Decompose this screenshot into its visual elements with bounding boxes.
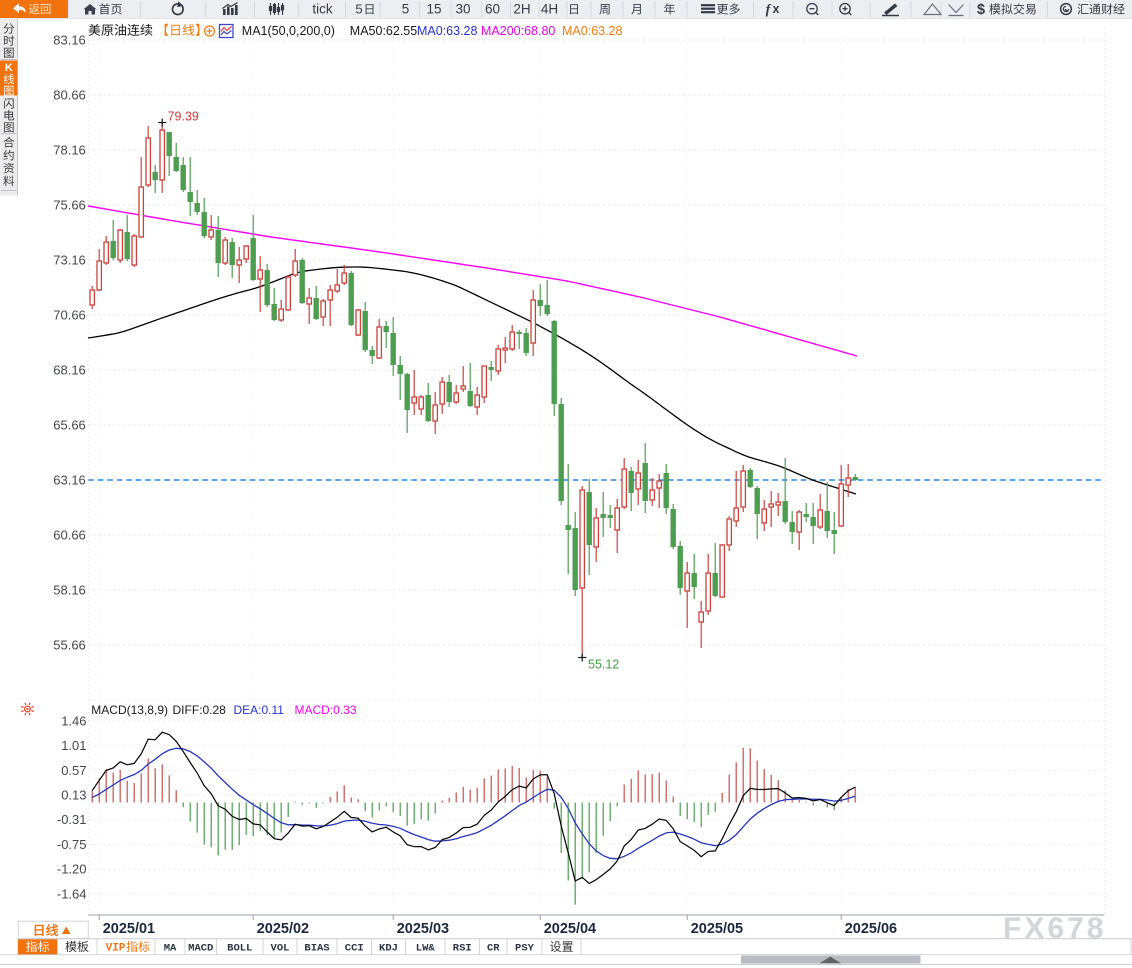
svg-text:BOLL: BOLL — [227, 943, 252, 955]
svg-text:tick: tick — [312, 2, 333, 17]
svg-text:MA0:63.28: MA0:63.28 — [562, 24, 623, 38]
svg-text:VOL: VOL — [271, 943, 290, 955]
svg-text:15: 15 — [426, 2, 441, 17]
svg-text:30: 30 — [455, 2, 470, 17]
svg-text:x: x — [773, 2, 780, 16]
svg-text:MA: MA — [164, 943, 177, 955]
svg-text:CR: CR — [487, 943, 500, 955]
svg-text:60.66: 60.66 — [53, 527, 86, 542]
svg-text:-0.75: -0.75 — [57, 837, 87, 852]
svg-text:MACD: MACD — [188, 943, 213, 955]
svg-text:VIP: VIP — [106, 943, 126, 955]
svg-text:K: K — [5, 62, 13, 74]
svg-text:RSI: RSI — [453, 943, 472, 955]
svg-text:2025/06: 2025/06 — [845, 921, 897, 937]
svg-text:2025/04: 2025/04 — [544, 921, 596, 937]
svg-text:-1.64: -1.64 — [57, 886, 87, 901]
svg-text:80.66: 80.66 — [53, 87, 86, 102]
svg-text:LW&: LW& — [416, 943, 436, 955]
svg-text:63.16: 63.16 — [53, 472, 86, 487]
svg-text:60: 60 — [485, 2, 500, 17]
svg-text:78.16: 78.16 — [53, 142, 86, 157]
svg-text:70.66: 70.66 — [53, 307, 86, 322]
svg-text:2025/05: 2025/05 — [691, 921, 743, 937]
svg-text:0.57: 0.57 — [61, 763, 86, 778]
svg-text:DIFF:0.28: DIFF:0.28 — [173, 703, 227, 717]
svg-text:55.12: 55.12 — [588, 658, 619, 672]
svg-text:79.39: 79.39 — [168, 110, 199, 124]
svg-text:MA50:62.55: MA50:62.55 — [350, 24, 417, 38]
svg-text:-1.20: -1.20 — [57, 862, 87, 877]
svg-text:83.16: 83.16 — [53, 32, 86, 47]
svg-text:KDJ: KDJ — [379, 943, 398, 955]
svg-text:1.01: 1.01 — [61, 738, 86, 753]
svg-text:$: $ — [977, 2, 985, 18]
svg-text:65.66: 65.66 — [53, 417, 86, 432]
svg-text:68.16: 68.16 — [53, 362, 86, 377]
svg-text:5: 5 — [402, 2, 410, 17]
svg-text:5: 5 — [355, 2, 362, 17]
svg-text:MA200:68.80: MA200:68.80 — [481, 24, 555, 38]
svg-text:2025/03: 2025/03 — [397, 921, 449, 937]
svg-text:75.66: 75.66 — [53, 197, 86, 212]
svg-text:MACD:0.33: MACD:0.33 — [295, 703, 357, 717]
svg-text:BIAS: BIAS — [304, 943, 329, 955]
svg-text:MA1(50,0,200,0): MA1(50,0,200,0) — [242, 24, 335, 38]
svg-text:2H: 2H — [513, 2, 530, 17]
svg-text:DEA:0.11: DEA:0.11 — [234, 703, 285, 717]
svg-text:1.46: 1.46 — [61, 713, 86, 728]
svg-text:73.16: 73.16 — [53, 252, 86, 267]
svg-text:FX678: FX678 — [1003, 912, 1106, 945]
svg-text:2025/02: 2025/02 — [257, 921, 309, 937]
svg-text:55.66: 55.66 — [53, 637, 86, 652]
svg-text:2025/01: 2025/01 — [103, 921, 155, 937]
svg-text:MACD(13,8,9): MACD(13,8,9) — [91, 703, 168, 717]
svg-text:f: f — [766, 3, 772, 18]
svg-text:4H: 4H — [541, 2, 558, 17]
svg-text:-0.31: -0.31 — [57, 812, 87, 827]
svg-text:0.13: 0.13 — [61, 788, 86, 803]
svg-text:CCI: CCI — [345, 943, 364, 955]
svg-text:PSY: PSY — [515, 943, 535, 955]
svg-text:MA0:63.28: MA0:63.28 — [417, 24, 478, 38]
svg-text:58.16: 58.16 — [53, 582, 86, 597]
